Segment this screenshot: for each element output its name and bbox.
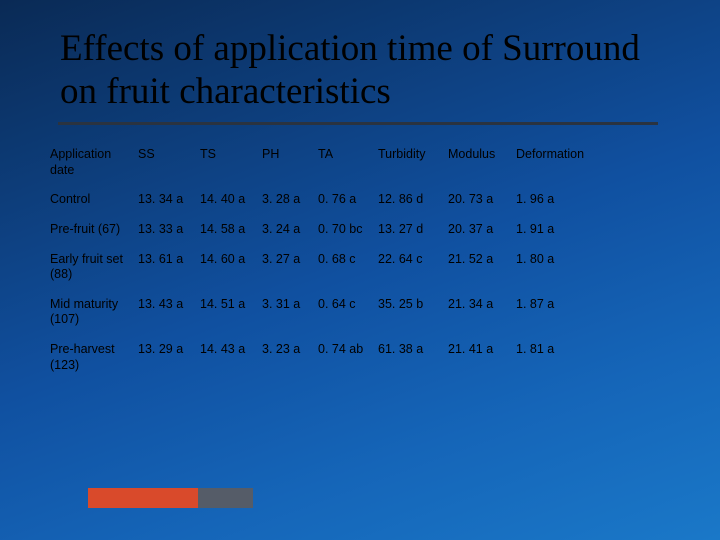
accent-bar-left [88, 488, 198, 508]
cell: 14. 40 a [200, 192, 262, 208]
cell: 1. 80 a [516, 252, 606, 268]
cell: 13. 43 a [138, 297, 200, 313]
cell: 3. 27 a [262, 252, 318, 268]
cell: 14. 51 a [200, 297, 262, 313]
col-header: SS [138, 147, 200, 163]
cell: 0. 76 a [318, 192, 378, 208]
title-underline [58, 122, 658, 125]
col-header: TA [318, 147, 378, 163]
table-header-row: Application date SS TS PH TA Turbidity M… [50, 140, 690, 185]
table-row: Mid maturity (107) 13. 43 a 14. 51 a 3. … [50, 290, 690, 335]
cell: 61. 38 a [378, 342, 448, 358]
col-header: PH [262, 147, 318, 163]
cell: 20. 73 a [448, 192, 516, 208]
table-row: Pre-fruit (67) 13. 33 a 14. 58 a 3. 24 a… [50, 215, 690, 245]
cell: Control [50, 192, 138, 208]
cell: Pre-fruit (67) [50, 222, 138, 238]
cell: 21. 52 a [448, 252, 516, 268]
cell: 21. 34 a [448, 297, 516, 313]
cell: 3. 23 a [262, 342, 318, 358]
cell: 1. 87 a [516, 297, 606, 313]
table-row: Control 13. 34 a 14. 40 a 3. 28 a 0. 76 … [50, 185, 690, 215]
cell: 14. 58 a [200, 222, 262, 238]
cell: 3. 31 a [262, 297, 318, 313]
cell: 12. 86 d [378, 192, 448, 208]
col-header: TS [200, 147, 262, 163]
cell: 3. 24 a [262, 222, 318, 238]
cell: 1. 91 a [516, 222, 606, 238]
cell: 13. 29 a [138, 342, 200, 358]
cell: 35. 25 b [378, 297, 448, 313]
slide: Effects of application time of Surround … [0, 0, 720, 540]
cell: 0. 68 c [318, 252, 378, 268]
cell: 22. 64 c [378, 252, 448, 268]
cell: 3. 28 a [262, 192, 318, 208]
cell: Early fruit set (88) [50, 252, 138, 283]
col-header: Modulus [448, 147, 516, 163]
accent-bar-right [198, 488, 253, 508]
col-header: Application date [50, 147, 138, 178]
cell: 1. 96 a [516, 192, 606, 208]
col-header: Turbidity [378, 147, 448, 163]
data-table: Application date SS TS PH TA Turbidity M… [50, 140, 690, 380]
table-row: Early fruit set (88) 13. 61 a 14. 60 a 3… [50, 245, 690, 290]
col-header: Deformation [516, 147, 606, 163]
cell: 1. 81 a [516, 342, 606, 358]
cell: 0. 74 ab [318, 342, 378, 358]
cell: 13. 61 a [138, 252, 200, 268]
cell: 13. 27 d [378, 222, 448, 238]
cell: 0. 64 c [318, 297, 378, 313]
cell: 13. 33 a [138, 222, 200, 238]
cell: 20. 37 a [448, 222, 516, 238]
table-row: Pre-harvest (123) 13. 29 a 14. 43 a 3. 2… [50, 335, 690, 380]
cell: 14. 60 a [200, 252, 262, 268]
cell: 14. 43 a [200, 342, 262, 358]
cell: 0. 70 bc [318, 222, 378, 238]
cell: 21. 41 a [448, 342, 516, 358]
slide-title: Effects of application time of Surround … [60, 28, 660, 113]
cell: 13. 34 a [138, 192, 200, 208]
cell: Mid maturity (107) [50, 297, 138, 328]
cell: Pre-harvest (123) [50, 342, 138, 373]
